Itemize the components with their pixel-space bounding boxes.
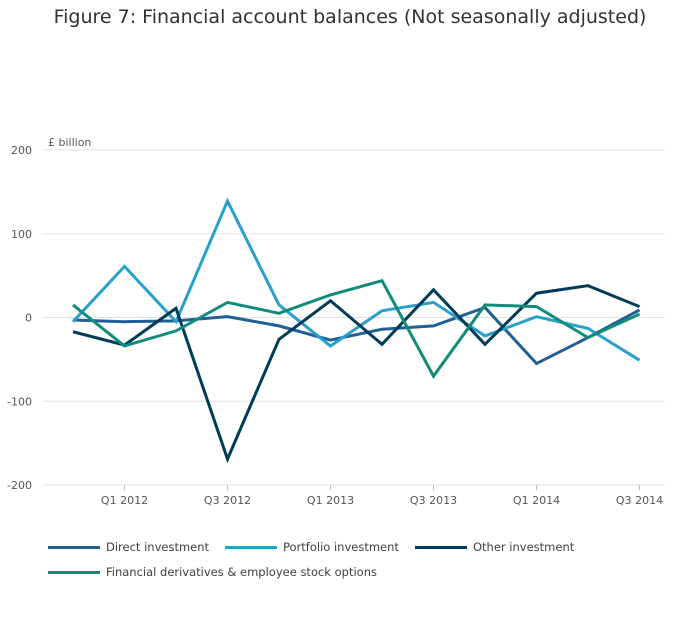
y-axis-unit-label: £ billion (48, 136, 91, 149)
gridlines (43, 149, 665, 486)
y-tick-label: 100 (11, 228, 32, 241)
series-line-direct-investment[interactable] (72, 305, 641, 366)
y-tick-label: 0 (25, 312, 32, 325)
x-tick-label: Q1 2013 (307, 494, 354, 507)
y-tick-label: -200 (7, 479, 32, 492)
line-chart: 200 100 0 -100 -200 Q1 2012 Q3 2012 Q1 2013 Q3 … (7, 136, 665, 507)
series-lines (71, 197, 641, 464)
x-tick-label: Q3 2012 (204, 494, 251, 507)
legend-label: Direct investment (106, 540, 210, 554)
legend-label: Portfolio investment (283, 540, 399, 554)
series-line-other-investment[interactable] (72, 284, 641, 464)
x-tick-label: Q1 2014 (513, 494, 560, 507)
y-tick-label: 200 (11, 144, 32, 157)
x-tick-label: Q1 2012 (101, 494, 148, 507)
legend-swatch (48, 545, 100, 549)
x-axis-ticks: Q1 2012 Q3 2012 Q1 2013 Q3 2013 Q1 2014 Q3 20… (101, 485, 663, 507)
legend-swatch (415, 545, 467, 549)
x-tick-label: Q3 2014 (616, 494, 663, 507)
legend-item-direct-investment[interactable]: Direct investment (48, 540, 209, 554)
legend-item-other-investment[interactable]: Other investment (415, 540, 574, 554)
x-tick-label: Q3 2013 (410, 494, 457, 507)
legend-label: Other investment (473, 540, 575, 554)
series-line-financial-derivatives-employee-stock-options[interactable] (72, 278, 641, 379)
legend-swatch (48, 570, 100, 574)
y-axis-ticks: 200 100 0 -100 -200 (7, 144, 32, 492)
legend-label: Financial derivatives & employee stock o… (106, 565, 377, 579)
legend-item-financial-derivatives[interactable]: Financial derivatives & employee stock o… (48, 565, 377, 579)
legend-item-portfolio-investment[interactable]: Portfolio investment (225, 540, 399, 554)
chart-title: Figure 7: Financial account balances (No… (53, 6, 647, 28)
series-line-portfolio-investment[interactable] (71, 197, 641, 362)
legend-swatch (225, 545, 277, 549)
y-tick-label: -100 (7, 395, 32, 408)
